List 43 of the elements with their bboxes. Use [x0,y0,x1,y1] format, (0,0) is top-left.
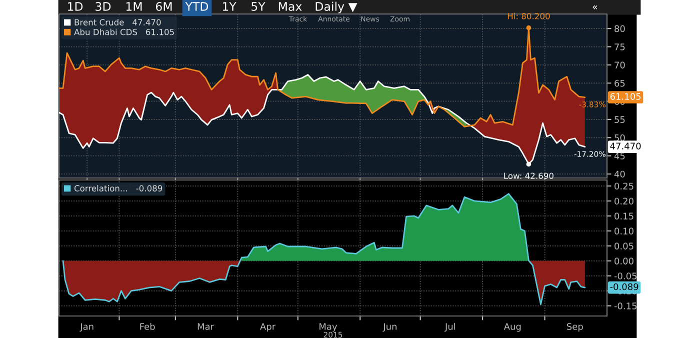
text: 1M [126,2,142,11]
y-tick-label: 50 [614,134,625,142]
legend-label: Abu Dhabi CDS 61.105 [74,28,174,36]
text: Daily ▼ [316,2,358,14]
y-tick-label: 0.10 [614,228,634,234]
text: 1D [68,2,83,11]
y-tick-label: 75 [614,44,625,50]
x-tick-label: Jan [80,323,94,332]
y-tick-label: 0.15 [614,212,634,220]
line-series [62,193,586,306]
y-tick-label: 0.20 [614,198,634,205]
annotation: 61.105 [610,93,641,100]
annotation: Low: 42.690 [504,172,554,179]
y-tick-label: 70 [614,62,625,68]
text: YTD [185,2,208,11]
y-tick-label: 0.00 [614,258,634,264]
y-tick-label: 0.25 [614,182,634,190]
x-tick-label: Aug [504,323,521,332]
text: 1Y [222,2,236,11]
annotation: 47.470 [610,142,641,150]
text: 3D [96,2,111,11]
x-tick-label: Mar [198,323,214,330]
legend-label: Brent Crude 47.470 [74,19,161,26]
legend-label: Correlation... -0.089 [74,185,162,192]
y-tick-label: -0.05 [614,272,637,280]
y-tick-label: 65 [614,80,625,87]
y-tick-label: 55 [614,116,625,124]
x-tick-label: Jun [382,323,396,332]
x-tick-label: Sep [566,323,583,332]
text: 5Y [252,2,266,11]
annotation: Hi: 80.200 [508,12,550,20]
x-tick-label: Feb [140,322,155,330]
x-tick-label: Apr [260,323,276,332]
annotation: -0.089 [610,283,638,290]
y-tick-label: 40 [614,170,625,178]
x-tick-label: May [320,323,338,332]
y-tick-label: -0.15 [614,302,637,310]
y-tick-label: 0.05 [614,242,634,250]
text: 6M [156,2,172,11]
text: « [592,5,598,10]
y-tick-label: 80 [614,25,625,32]
text: Max [278,2,302,11]
x-tick-label: Jul [444,322,456,332]
